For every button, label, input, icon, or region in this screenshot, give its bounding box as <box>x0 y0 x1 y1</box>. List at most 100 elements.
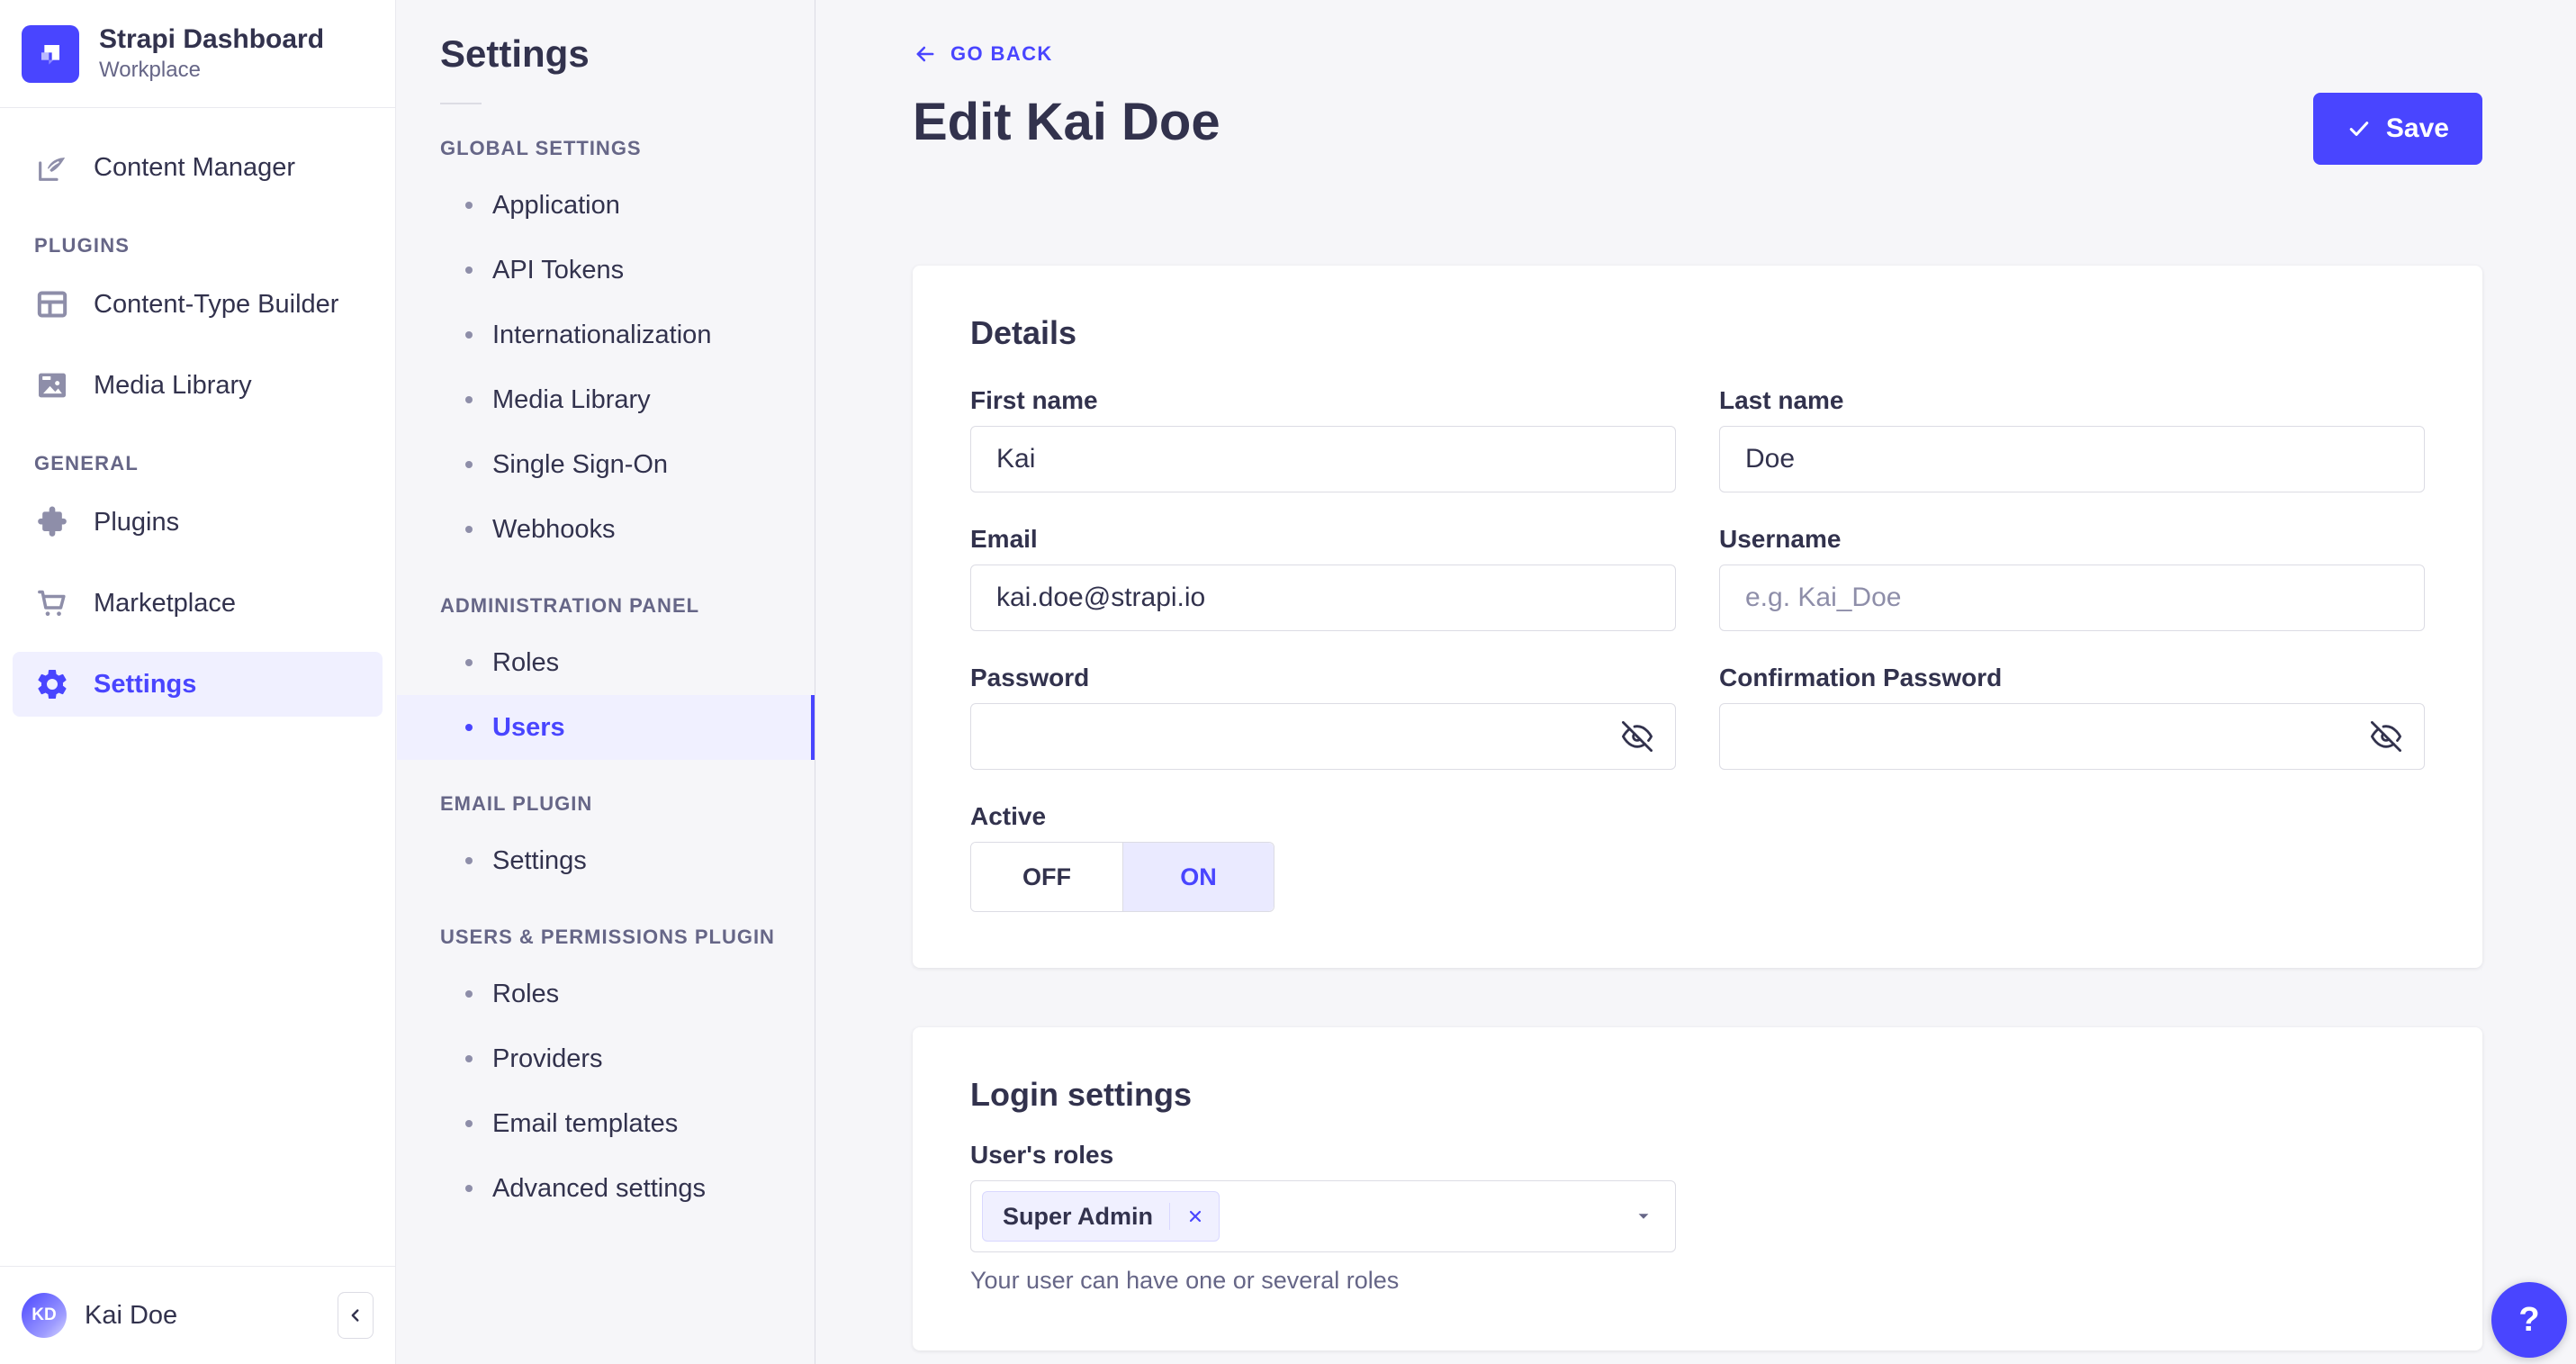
subnav-item-label: Email templates <box>492 1108 679 1138</box>
toggle-password-visibility-button[interactable] <box>2365 716 2407 757</box>
subnav-section-users-permissions-plugin: USERS & PERMISSIONS PLUGIN <box>440 926 775 948</box>
main-sidebar: Strapi Dashboard Workplace Content Manag… <box>0 0 396 1364</box>
last-name-field: Last name <box>1719 386 2425 492</box>
subnav-item-email-templates[interactable]: Email templates <box>397 1091 815 1156</box>
email-field: Email <box>970 525 1676 631</box>
confirmation-password-input[interactable] <box>1719 703 2425 770</box>
first-name-label: First name <box>970 386 1098 414</box>
help-button[interactable]: ? <box>2491 1282 2567 1358</box>
email-label: Email <box>970 525 1038 553</box>
subnav-item-label: Settings <box>492 845 587 875</box>
password-input[interactable] <box>970 703 1676 770</box>
cart-icon <box>38 590 66 617</box>
subnav-item-media-library[interactable]: Media Library <box>397 367 815 432</box>
eye-off-icon <box>1622 721 1653 752</box>
subnav-item-providers[interactable]: Providers <box>397 1026 815 1091</box>
login-settings-card: Login settings User's roles Super Admin <box>913 1027 2482 1350</box>
subnav-item-users[interactable]: Users <box>397 695 815 760</box>
details-card: Details First name Last name Email Usern… <box>913 266 2482 968</box>
toggle-on-button[interactable]: ON <box>1122 843 1274 911</box>
details-card-title: Details <box>970 314 1077 351</box>
toggle-password-visibility-button[interactable] <box>1617 716 1658 757</box>
go-back-label: GO BACK <box>950 42 1053 65</box>
subnav-item-label: Internationalization <box>492 320 712 349</box>
strapi-logo-icon <box>22 24 79 83</box>
subnav-item-label: Advanced settings <box>492 1173 706 1203</box>
sidebar-item-label: Plugins <box>94 507 180 537</box>
roles-helper-text: Your user can have one or several roles <box>970 1267 1400 1294</box>
sidebar-item-settings[interactable]: Settings <box>13 652 383 718</box>
subnav-item-label: API Tokens <box>492 255 625 285</box>
feather-pen-icon <box>39 158 66 182</box>
subnav-item-api-tokens[interactable]: API Tokens <box>397 238 815 303</box>
sidebar-item-content-manager[interactable]: Content Manager <box>13 135 383 200</box>
confirmation-password-label: Confirmation Password <box>1719 664 2003 691</box>
puzzle-icon <box>38 506 67 537</box>
first-name-input[interactable] <box>970 426 1676 492</box>
subnav-item-webhooks[interactable]: Webhooks <box>397 497 815 562</box>
subnav-item-label: Application <box>492 190 620 220</box>
eye-off-icon <box>2371 721 2401 752</box>
role-tag-label: Super Admin <box>1003 1202 1154 1230</box>
sidebar-nav: Content Manager PLUGINS Content-Type Bui… <box>0 108 395 1266</box>
avatar[interactable]: KD <box>22 1293 67 1338</box>
last-name-input[interactable] <box>1719 426 2425 492</box>
sidebar-section-general: GENERAL <box>34 452 139 475</box>
app-title: Strapi Dashboard <box>99 24 325 54</box>
password-label: Password <box>970 664 1090 691</box>
sidebar-item-media-library[interactable]: Media Library <box>13 353 383 418</box>
picture-icon <box>39 373 66 398</box>
toggle-off-button[interactable]: OFF <box>971 843 1122 911</box>
subnav-item-label: Roles <box>492 647 560 677</box>
save-button[interactable]: Save <box>2312 93 2482 165</box>
user-roles-block: User's roles Super Admin Your user can h… <box>970 1141 2425 1295</box>
sidebar-footer: KD Kai Doe <box>0 1266 395 1364</box>
subnav-item-advanced-settings[interactable]: Advanced settings <box>397 1156 815 1221</box>
settings-subnav: Settings GLOBAL SETTINGS Application API… <box>397 0 815 1364</box>
subnav-item-internationalization[interactable]: Internationalization <box>397 303 815 367</box>
save-label: Save <box>2385 113 2449 143</box>
subnav-item-label: Single Sign-On <box>492 449 669 479</box>
divider <box>440 103 482 104</box>
page-title: Edit Kai Doe <box>913 93 1220 151</box>
sidebar-item-label: Media Library <box>94 370 252 400</box>
last-name-label: Last name <box>1719 386 1844 414</box>
brand: Strapi Dashboard Workplace <box>0 0 395 107</box>
sidebar-item-plugins[interactable]: Plugins <box>13 490 383 555</box>
subnav-item-application[interactable]: Application <box>397 173 815 238</box>
x-icon <box>1189 1210 1202 1223</box>
sidebar-item-label: Marketplace <box>94 588 236 618</box>
subnav-item-roles-admin[interactable]: Roles <box>397 630 815 695</box>
sidebar-section-plugins: PLUGINS <box>34 234 131 257</box>
subnav-section-global-settings: GLOBAL SETTINGS <box>440 137 642 159</box>
subnav-title: Settings <box>440 32 590 75</box>
subnav-item-email-settings[interactable]: Settings <box>397 828 815 893</box>
active-label: Active <box>970 802 1047 830</box>
sidebar-item-label: Settings <box>94 669 197 699</box>
subnav-item-label: Users <box>492 712 565 742</box>
remove-role-button[interactable] <box>1175 1200 1215 1233</box>
user-roles-select[interactable]: Super Admin <box>970 1180 1676 1252</box>
layout-icon <box>37 291 68 318</box>
password-field: Password <box>970 664 1676 770</box>
sidebar-item-marketplace[interactable]: Marketplace <box>13 571 383 636</box>
sidebar-item-content-type-builder[interactable]: Content-Type Builder <box>13 272 383 337</box>
collapse-sidebar-button[interactable] <box>338 1292 374 1339</box>
check-icon <box>2349 122 2369 136</box>
chevron-left-icon <box>351 1309 359 1322</box>
email-input[interactable] <box>970 565 1676 631</box>
subnav-item-label: Roles <box>492 979 560 1008</box>
subnav-item-label: Webhooks <box>492 514 616 544</box>
arrow-left-icon <box>916 46 934 62</box>
workspace-label: Workplace <box>99 58 201 82</box>
username-label: Username <box>1719 525 1842 553</box>
username-input[interactable] <box>1719 565 2425 631</box>
gear-icon <box>38 670 67 700</box>
username-field: Username <box>1719 525 2425 631</box>
go-back-link[interactable]: GO BACK <box>913 41 1053 67</box>
user-name: Kai Doe <box>85 1300 178 1330</box>
subnav-item-single-sign-on[interactable]: Single Sign-On <box>397 432 815 497</box>
divider <box>1169 1203 1171 1230</box>
subnav-item-roles-up[interactable]: Roles <box>397 962 815 1026</box>
first-name-field: First name <box>970 386 1676 492</box>
